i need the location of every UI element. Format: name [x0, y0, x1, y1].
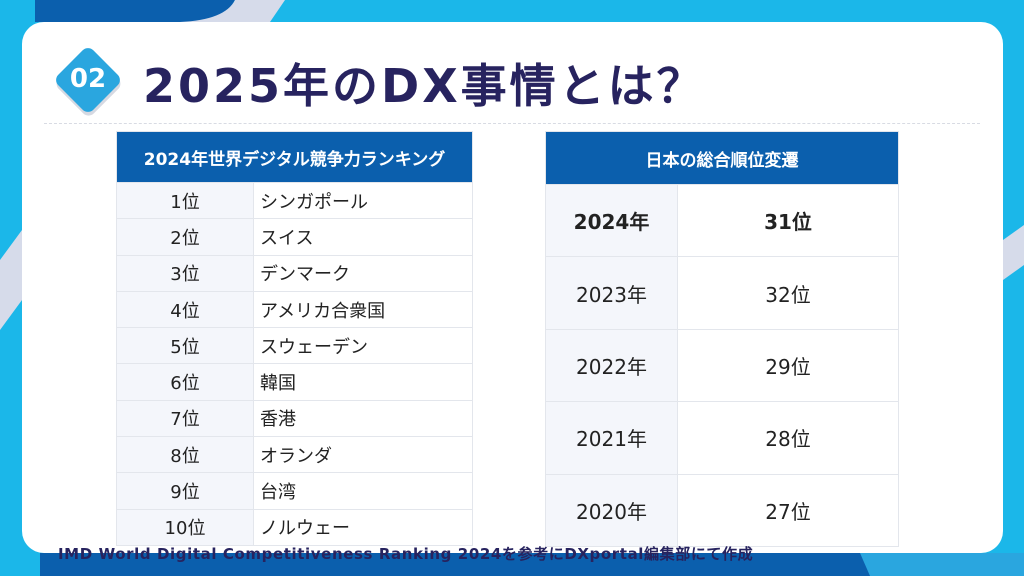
table-row: 2022年 29位	[545, 328, 899, 403]
cell-value: スウェーデン	[253, 327, 473, 365]
table-row: 7位 香港	[116, 399, 473, 438]
cell-label: 2022年	[545, 328, 678, 403]
cell-value: デンマーク	[253, 254, 473, 292]
cell-label: 8位	[116, 436, 254, 474]
cell-label: 3位	[116, 254, 254, 292]
cell-value: 28位	[677, 401, 899, 475]
table-row: 3位 デンマーク	[116, 254, 473, 292]
cell-label: 5位	[116, 327, 254, 365]
table-row: 2024年 31位	[545, 183, 899, 258]
cell-value: 31位	[677, 183, 899, 258]
section-number: 02	[69, 64, 107, 94]
table-row: 2020年 27位	[545, 473, 899, 547]
cell-label: 1位	[116, 181, 254, 220]
cell-value: ノルウェー	[253, 508, 473, 546]
cell-label: 6位	[116, 363, 254, 401]
japan-rank-table: 日本の総合順位変遷 2024年 31位 2023年 32位 2022年 29位 2021年 2…	[545, 131, 899, 547]
cell-value: シンガポール	[253, 181, 473, 220]
cell-value: アメリカ合衆国	[253, 290, 473, 329]
cell-label: 2023年	[545, 256, 678, 330]
table-row: 1位 シンガポール	[116, 181, 473, 220]
cell-label: 7位	[116, 399, 254, 438]
cell-value: 29位	[677, 328, 899, 403]
cell-value: スイス	[253, 218, 473, 256]
table-row: 2021年 28位	[545, 401, 899, 475]
table-row: 2位 スイス	[116, 218, 473, 256]
cell-value: 台湾	[253, 472, 473, 510]
cell-value: 香港	[253, 399, 473, 438]
ranking-table-header: 2024年世界デジタル競争力ランキング	[116, 131, 473, 183]
cell-label: 2024年	[545, 183, 678, 258]
cell-value: 韓国	[253, 363, 473, 401]
table-row: 5位 スウェーデン	[116, 327, 473, 365]
ranking-table: 2024年世界デジタル競争力ランキング 1位 シンガポール 2位 スイス 3位 デンマーク…	[116, 131, 473, 546]
table-row: 10位 ノルウェー	[116, 508, 473, 546]
cell-label: 2020年	[545, 473, 678, 547]
divider	[44, 123, 980, 124]
cell-label: 2021年	[545, 401, 678, 475]
table-row: 4位 アメリカ合衆国	[116, 290, 473, 329]
cell-label: 2位	[116, 218, 254, 256]
cell-label: 4位	[116, 290, 254, 329]
slide-title: 2025年のDX事情とは？	[143, 59, 706, 113]
table-row: 8位 オランダ	[116, 436, 473, 474]
cell-label: 9位	[116, 472, 254, 510]
table-row: 6位 韓国	[116, 363, 473, 401]
table-row: 2023年 32位	[545, 256, 899, 330]
japan-table-header: 日本の総合順位変遷	[545, 131, 899, 185]
cell-value: オランダ	[253, 436, 473, 474]
cell-label: 10位	[116, 508, 254, 546]
source-note: IMD World Digital Competitiveness Rankin…	[58, 545, 754, 563]
cell-value: 32位	[677, 256, 899, 330]
cell-value: 27位	[677, 473, 899, 547]
table-row: 9位 台湾	[116, 472, 473, 510]
